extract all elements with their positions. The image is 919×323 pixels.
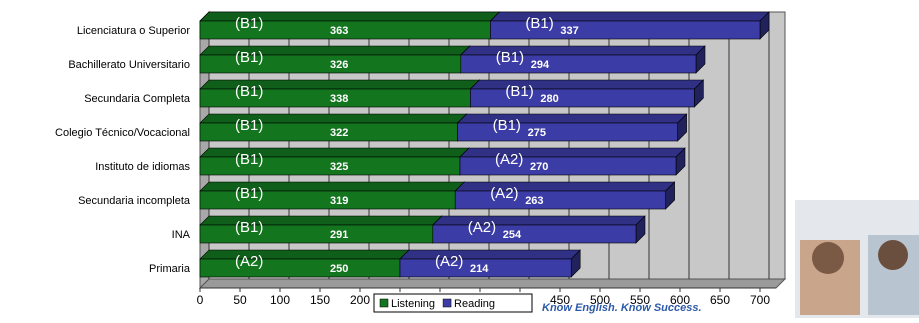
level-label: (B1) (525, 15, 553, 32)
value-label: 214 (470, 263, 489, 275)
bar-top (400, 250, 580, 259)
value-label: 294 (531, 59, 550, 71)
y-tick-label: Secundaria incompleta (78, 195, 191, 207)
level-label: (B1) (235, 151, 263, 168)
x-tick-label: 200 (350, 293, 370, 307)
value-label: 254 (503, 229, 522, 241)
y-tick-label: Bachillerato Universitario (68, 59, 190, 71)
x-tick-label: 150 (310, 293, 330, 307)
bar (470, 89, 694, 107)
level-label: (B1) (505, 83, 533, 100)
level-label: (B1) (235, 185, 263, 202)
level-label: (B1) (235, 117, 263, 134)
bar (458, 123, 678, 141)
legend-swatch (443, 299, 451, 307)
y-tick-label: Primaria (149, 263, 191, 275)
legend-swatch (380, 299, 388, 307)
bar (455, 191, 665, 209)
bar (460, 157, 676, 175)
value-label: 291 (330, 229, 348, 241)
bar-top (200, 250, 409, 259)
x-tick-label: 100 (270, 293, 290, 307)
value-label: 319 (330, 195, 348, 207)
value-label: 363 (330, 25, 348, 37)
y-tick-label: Instituto de idiomas (95, 161, 190, 173)
value-label: 325 (330, 161, 348, 173)
value-label: 275 (528, 127, 546, 139)
value-label: 270 (530, 161, 548, 173)
photo (795, 200, 919, 318)
value-label: 250 (330, 263, 348, 275)
tagline: Know English. Know Success. (542, 302, 702, 314)
level-label: (A2) (468, 219, 496, 236)
legend-label: Reading (454, 298, 495, 310)
value-label: 338 (330, 93, 348, 105)
x-tick-label: 700 (750, 293, 770, 307)
bar-top (433, 216, 645, 225)
legend: Listening Reading (374, 294, 532, 312)
x-tick-label: 0 (197, 293, 204, 307)
y-tick-label: Licenciatura o Superior (77, 25, 190, 37)
bar (433, 225, 636, 243)
y-tick-label: INA (172, 229, 191, 241)
bar-top (455, 182, 674, 191)
x-tick-label: 650 (710, 293, 730, 307)
value-label: 263 (525, 195, 543, 207)
bar-top (460, 148, 685, 157)
level-label: (B1) (235, 15, 263, 32)
value-label: 322 (330, 127, 348, 139)
level-label: (B1) (235, 83, 263, 100)
level-label: (A2) (235, 253, 263, 270)
y-tick-label: Colegio Técnico/Vocacional (55, 127, 190, 139)
value-label: 280 (540, 93, 558, 105)
level-label: (A2) (495, 151, 523, 168)
bar (200, 259, 400, 277)
level-label: (A2) (490, 185, 518, 202)
value-label: 337 (560, 25, 578, 37)
chart: 0501001502002503003504004505005506006507… (0, 0, 919, 318)
level-label: (B1) (493, 117, 521, 134)
level-label: (B1) (235, 49, 263, 66)
value-label: 326 (330, 59, 348, 71)
x-tick-label: 50 (233, 293, 247, 307)
level-label: (B1) (496, 49, 524, 66)
y-tick-label: Secundaria Completa (84, 93, 191, 105)
floor (200, 279, 785, 288)
level-label: (B1) (235, 219, 263, 236)
level-label: (A2) (435, 253, 463, 270)
legend-label: Listening (391, 298, 435, 310)
